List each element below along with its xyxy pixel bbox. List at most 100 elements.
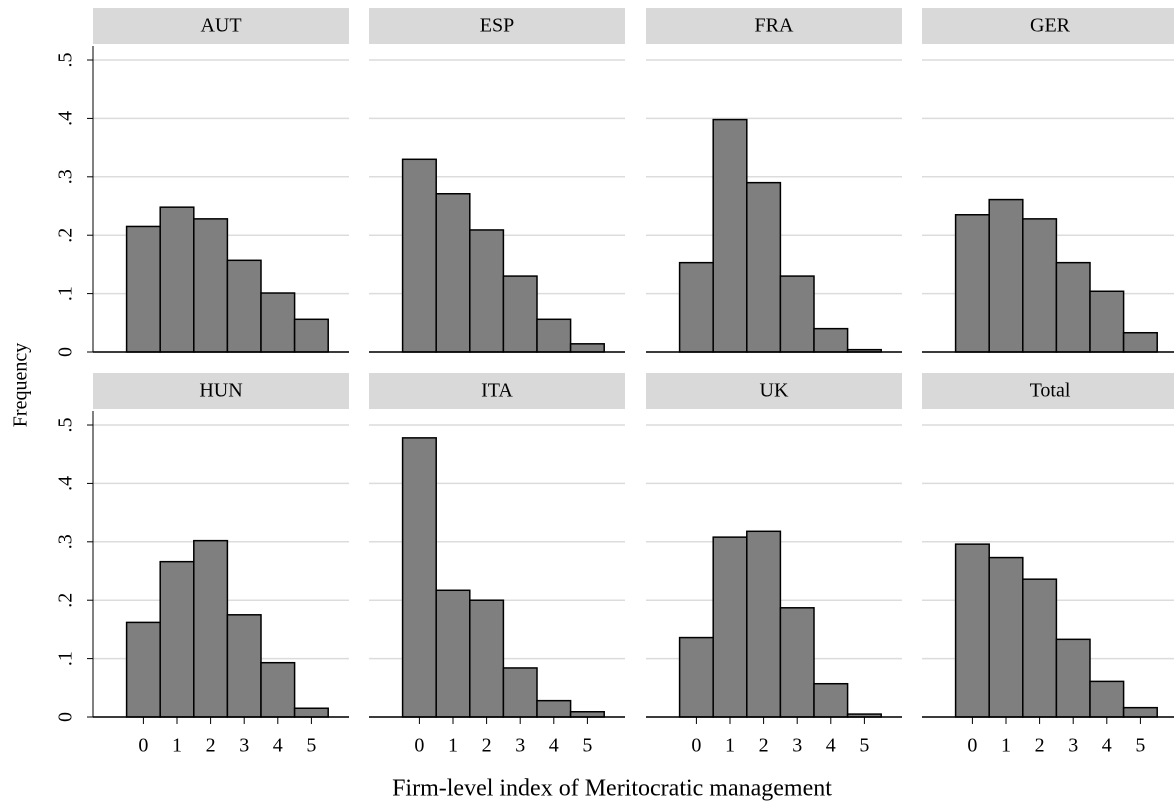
x-tick-label: 3 xyxy=(239,735,249,757)
x-tick-label: 4 xyxy=(549,735,559,757)
panel-title: GER xyxy=(1030,15,1071,37)
bar xyxy=(469,229,505,353)
x-tick-label: 3 xyxy=(792,735,802,757)
bar xyxy=(1089,680,1125,718)
panel-title: FRA xyxy=(755,15,794,37)
panel-title: Total xyxy=(1030,380,1071,402)
strip xyxy=(93,8,349,44)
y-tick-label: .2 xyxy=(55,593,77,608)
strip xyxy=(646,8,902,44)
bar xyxy=(813,682,849,718)
strip xyxy=(922,373,1174,409)
bar xyxy=(159,560,195,718)
x-tick-label: 4 xyxy=(826,735,836,757)
panel-title: UK xyxy=(760,380,789,402)
bar xyxy=(1055,638,1091,718)
x-tick-label: 5 xyxy=(582,735,592,757)
bar xyxy=(536,699,572,718)
bar xyxy=(746,181,782,353)
bar xyxy=(536,318,572,353)
strip xyxy=(646,373,902,409)
bar xyxy=(193,218,229,353)
x-tick-label: 2 xyxy=(1035,735,1045,757)
x-tick-label: 4 xyxy=(1102,735,1112,757)
bar xyxy=(401,158,437,353)
y-tick-label: .4 xyxy=(55,476,77,491)
panel-title: ESP xyxy=(480,15,514,37)
x-tick-label: 2 xyxy=(206,735,216,757)
x-tick-label: 1 xyxy=(725,735,735,757)
x-axis-label: Firm-level index of Meritocratic managem… xyxy=(392,776,832,802)
bar xyxy=(569,710,605,718)
x-tick-label: 0 xyxy=(138,735,148,757)
y-axis-label: Frequency xyxy=(10,343,32,427)
bar xyxy=(260,292,296,353)
strip xyxy=(369,8,625,44)
bar xyxy=(435,589,471,718)
x-tick-label: 3 xyxy=(1068,735,1078,757)
bar xyxy=(293,318,329,353)
bar xyxy=(293,707,329,718)
y-tick-label: 0 xyxy=(55,712,77,722)
panel-title: ITA xyxy=(481,380,513,402)
bar xyxy=(1022,578,1058,718)
strip xyxy=(369,373,625,409)
y-tick-label: .1 xyxy=(55,286,77,301)
bar xyxy=(678,261,714,353)
y-tick-label: .3 xyxy=(55,169,77,184)
y-tick-label: .4 xyxy=(55,111,77,126)
bar xyxy=(813,327,849,353)
bar xyxy=(779,275,815,353)
y-tick-label: 0 xyxy=(55,347,77,357)
x-tick-label: 2 xyxy=(482,735,492,757)
bar xyxy=(988,556,1024,718)
bar xyxy=(260,661,296,718)
x-tick-label: 0 xyxy=(967,735,977,757)
bar xyxy=(712,536,748,718)
bar xyxy=(1122,706,1158,718)
x-tick-label: 5 xyxy=(306,735,316,757)
x-tick-label: 4 xyxy=(273,735,283,757)
bar xyxy=(226,614,262,718)
panel-title: AUT xyxy=(200,15,241,37)
bar xyxy=(954,543,990,718)
bar xyxy=(1055,261,1091,353)
x-tick-label: 3 xyxy=(515,735,525,757)
x-tick-label: 1 xyxy=(172,735,182,757)
x-tick-label: 5 xyxy=(1135,735,1145,757)
bar xyxy=(678,636,714,718)
bar xyxy=(569,343,605,353)
bar xyxy=(746,530,782,718)
bar xyxy=(712,118,748,353)
strip xyxy=(93,373,349,409)
y-tick-label: .3 xyxy=(55,534,77,549)
y-tick-label: .1 xyxy=(55,651,77,666)
bar xyxy=(1089,290,1125,353)
bar xyxy=(502,275,538,353)
bar xyxy=(469,599,505,718)
bar xyxy=(779,607,815,718)
bar xyxy=(435,192,471,353)
bar xyxy=(1022,218,1058,353)
bar xyxy=(193,539,229,718)
x-tick-label: 2 xyxy=(759,735,769,757)
bar xyxy=(502,667,538,718)
bar xyxy=(1122,331,1158,353)
strip xyxy=(922,8,1174,44)
panel-title: HUN xyxy=(199,380,242,402)
bar xyxy=(226,259,262,353)
x-tick-label: 0 xyxy=(691,735,701,757)
x-tick-label: 5 xyxy=(859,735,869,757)
x-tick-label: 1 xyxy=(448,735,458,757)
x-tick-label: 0 xyxy=(414,735,424,757)
bar xyxy=(125,621,161,718)
y-tick-label: .5 xyxy=(55,418,77,433)
x-tick-label: 1 xyxy=(1001,735,1011,757)
bar xyxy=(988,198,1024,353)
bar xyxy=(401,437,437,718)
bar xyxy=(125,225,161,353)
y-tick-label: .5 xyxy=(55,53,77,68)
bar xyxy=(954,214,990,353)
y-tick-label: .2 xyxy=(55,228,77,243)
